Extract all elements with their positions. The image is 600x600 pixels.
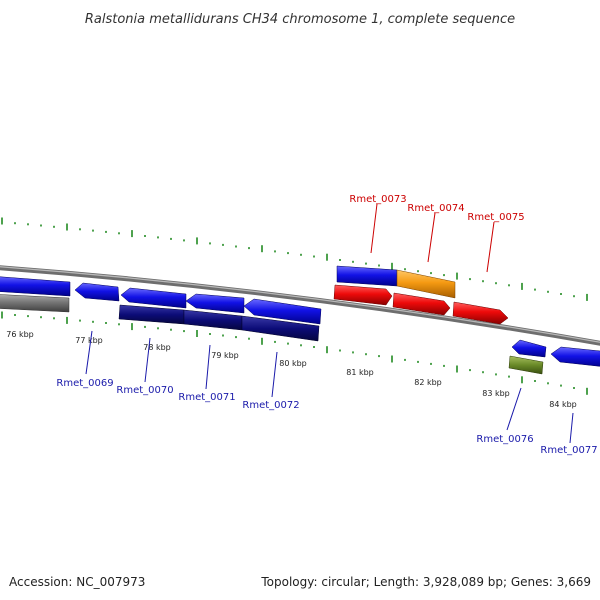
reverse-tick-track bbox=[1, 311, 588, 395]
leader-line bbox=[427, 212, 436, 263]
tick-label: 82 kbp bbox=[414, 378, 442, 387]
tick-label: 78 kbp bbox=[143, 343, 171, 352]
tick-label: 80 kbp bbox=[279, 359, 307, 368]
tick-label: 79 kbp bbox=[211, 351, 239, 360]
leader-line bbox=[144, 337, 151, 383]
accession-text: Accession: NC_007973 bbox=[9, 575, 145, 589]
gene-arrow-rmet-0077[interactable] bbox=[550, 346, 600, 367]
leader-line bbox=[271, 351, 278, 398]
gene-label-rmet-0076[interactable]: Rmet_0076 bbox=[476, 434, 533, 445]
gene-arrow-forward[interactable] bbox=[396, 269, 456, 299]
chromosome-backbone bbox=[0, 265, 600, 346]
gene-block-reverse[interactable] bbox=[118, 304, 185, 325]
gene-label-rmet-0071[interactable]: Rmet_0071 bbox=[178, 392, 235, 403]
gene-label-rmet-0075[interactable]: Rmet_0075 bbox=[467, 212, 524, 223]
gene-arrow-reverse[interactable] bbox=[0, 294, 70, 313]
gene-label-rmet-0069[interactable]: Rmet_0069 bbox=[56, 378, 113, 389]
gene-label-rmet-0072[interactable]: Rmet_0072 bbox=[242, 400, 299, 411]
gene-label-rmet-0070[interactable]: Rmet_0070 bbox=[116, 385, 173, 396]
leader-line bbox=[486, 221, 495, 273]
chromosome-backbone-highlight bbox=[0, 266, 600, 343]
gene-arrow-rmet-0074[interactable] bbox=[392, 292, 451, 316]
tick-label: 81 kbp bbox=[346, 368, 374, 377]
gene-block-reverse[interactable] bbox=[241, 315, 320, 342]
gene-label-rmet-0073[interactable]: Rmet_0073 bbox=[349, 194, 406, 205]
gene-block-reverse[interactable] bbox=[508, 355, 544, 375]
tick-label: 83 kbp bbox=[482, 389, 510, 398]
gene-arrow-rmet-0072[interactable] bbox=[243, 298, 322, 325]
tick-label: 77 kbp bbox=[75, 336, 103, 345]
tick-label: 84 kbp bbox=[549, 400, 577, 409]
map-title: Ralstonia metallidurans CH34 chromosome … bbox=[85, 12, 515, 27]
gene-arrow-rmet-0069[interactable] bbox=[74, 282, 120, 302]
tick-label: 76 kbp bbox=[6, 330, 34, 339]
leader-line bbox=[569, 412, 574, 444]
gene-label-rmet-0074[interactable]: Rmet_0074 bbox=[407, 203, 464, 214]
gene-arrow-reverse[interactable] bbox=[0, 276, 71, 297]
gene-label-rmet-0077[interactable]: Rmet_0077 bbox=[540, 445, 597, 456]
gene-arrow-rmet-0075[interactable] bbox=[452, 301, 509, 325]
sequence-summary: Topology: circular; Length: 3,928,089 bp… bbox=[260, 575, 591, 589]
gene-arrow-forward[interactable] bbox=[336, 265, 398, 287]
gene-arrow-rmet-0070[interactable] bbox=[120, 287, 187, 309]
leader-line bbox=[370, 203, 378, 254]
gene-arrow-rmet-0076[interactable] bbox=[511, 339, 547, 358]
forward-tick-track bbox=[1, 217, 588, 301]
gene-arrow-rmet-0071[interactable] bbox=[185, 293, 245, 314]
leader-line bbox=[205, 344, 211, 390]
leader-line bbox=[506, 387, 522, 431]
leader-line bbox=[85, 330, 93, 375]
gene-block-reverse[interactable] bbox=[183, 309, 243, 331]
gene-arrow-rmet-0073[interactable] bbox=[333, 284, 393, 306]
